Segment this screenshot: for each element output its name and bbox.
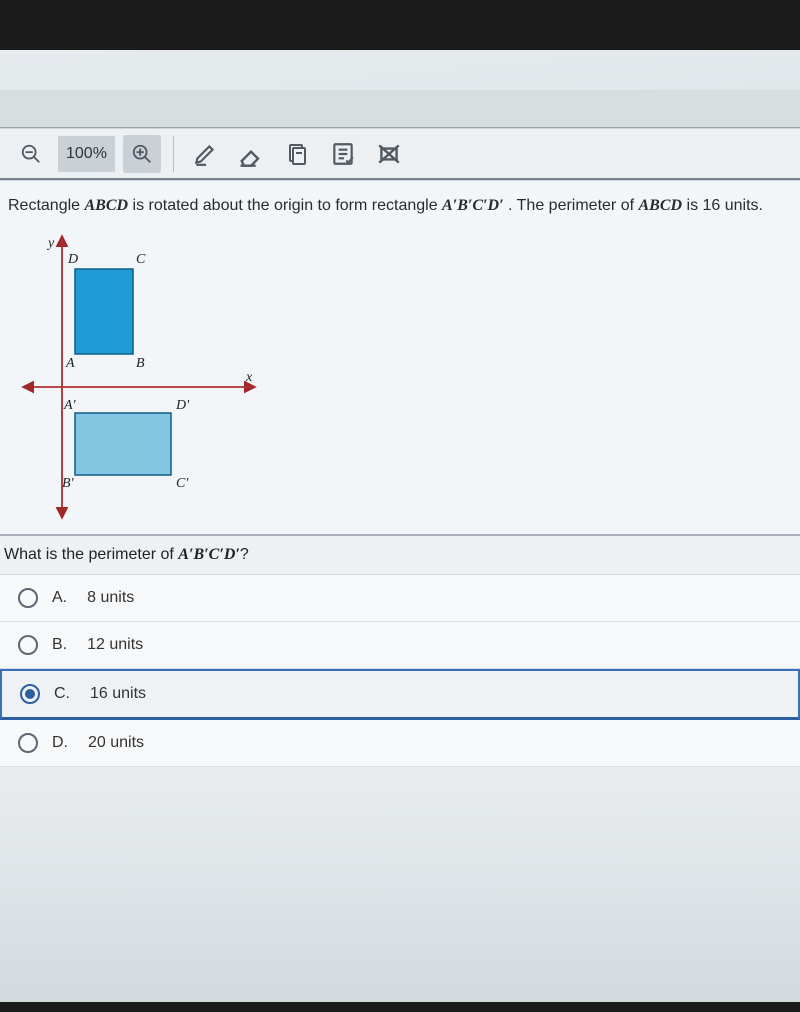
coordinate-diagram: y x D C A B A' D' B' C' (20, 231, 260, 521)
svg-text:y: y (46, 236, 55, 251)
q-prefix: Rectangle (8, 197, 85, 214)
answer-letter: C. (54, 685, 70, 703)
q-abcd2: ABCD (638, 197, 682, 214)
svg-text:D: D (67, 252, 78, 267)
svg-text:A': A' (63, 398, 77, 413)
svg-text:B': B' (62, 476, 75, 491)
pencil-tool[interactable] (186, 135, 224, 173)
svg-text:C: C (136, 252, 146, 267)
zoom-out-button[interactable] (12, 135, 50, 173)
q-mid2: . The perimeter of (504, 197, 639, 214)
answer-option-b[interactable]: B. 12 units (0, 622, 800, 669)
answers-list: A. 8 units B. 12 units C. 16 units D. 20 units (0, 575, 800, 767)
viewport: 100% (0, 50, 800, 1002)
answer-option-a[interactable]: A. 8 units (0, 575, 800, 622)
q-suffix: is 16 units. (682, 197, 763, 214)
sq-suffix: ? (240, 546, 249, 563)
sub-question: What is the perimeter of A′B′C′D′? (0, 534, 800, 575)
answer-text: 20 units (88, 734, 144, 752)
radio-icon (18, 733, 38, 753)
crossout-tool[interactable] (370, 135, 408, 173)
radio-icon (18, 588, 38, 608)
svg-text:D': D' (175, 398, 190, 413)
answer-text: 16 units (90, 685, 146, 703)
sq-expr: A′B′C′D′ (178, 546, 240, 563)
zoom-percentage: 100% (58, 136, 115, 172)
svg-text:A: A (65, 356, 75, 371)
answer-option-c[interactable]: C. 16 units (0, 669, 800, 720)
empty-space (0, 767, 800, 1002)
svg-text:x: x (245, 370, 253, 385)
answer-text: 12 units (87, 636, 143, 654)
answer-option-d[interactable]: D. 20 units (0, 720, 800, 767)
svg-text:B: B (136, 356, 145, 371)
top-spacer (0, 90, 800, 128)
radio-icon (20, 684, 40, 704)
q-mid1: is rotated about the origin to form rect… (128, 197, 442, 214)
answer-letter: A. (52, 589, 67, 607)
question-text: Rectangle ABCD is rotated about the orig… (0, 180, 800, 223)
zoom-in-button[interactable] (123, 135, 161, 173)
toolbar-divider (173, 136, 174, 172)
eraser-tool[interactable] (232, 135, 270, 173)
q-abcd: ABCD (85, 197, 129, 214)
q-aprime: A′B′C′D′ (442, 197, 504, 214)
svg-text:C': C' (176, 476, 189, 491)
radio-icon (18, 635, 38, 655)
pages-tool[interactable] (278, 135, 316, 173)
answer-text: 8 units (87, 589, 134, 607)
sq-prefix: What is the perimeter of (4, 546, 178, 563)
answer-letter: B. (52, 636, 67, 654)
answer-letter: D. (52, 734, 68, 752)
checklist-tool[interactable] (324, 135, 362, 173)
diagram-container: y x D C A B A' D' B' C' (0, 223, 800, 534)
toolbar: 100% (0, 128, 800, 180)
